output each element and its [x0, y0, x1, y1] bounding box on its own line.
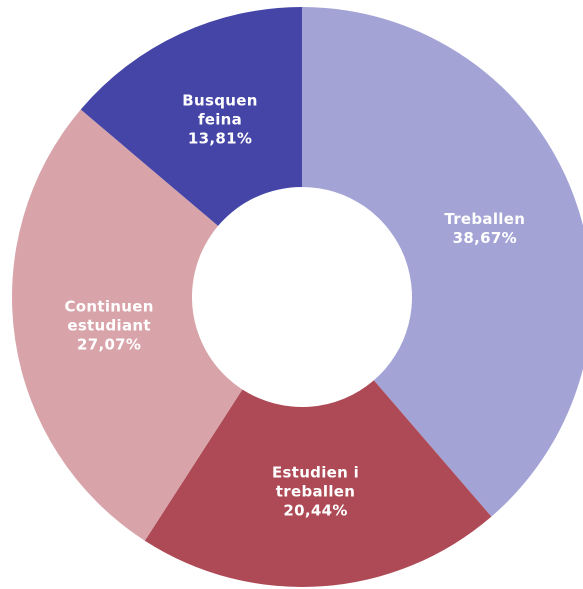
- category-label: Treballen: [444, 210, 526, 229]
- donut-slice: [144, 380, 492, 587]
- donut-slice: [12, 109, 243, 541]
- value-label: 20,44%: [283, 501, 348, 520]
- value-label: 38,67%: [452, 229, 517, 248]
- slice-label: Estudien i treballen 20,44%: [256, 463, 376, 520]
- category-label: Continuen estudiant: [64, 297, 154, 335]
- slice-label: Treballen 38,67%: [425, 210, 545, 248]
- slice-label: Continuen estudiant 27,07%: [49, 297, 169, 354]
- donut-slice: [80, 7, 303, 226]
- slice-label: Busquen feina 13,81%: [160, 92, 280, 149]
- donut-slice: [302, 7, 583, 517]
- category-label: Busquen feina: [182, 91, 258, 129]
- value-label: 27,07%: [76, 335, 142, 354]
- category-label: Estudien i treballen: [271, 463, 360, 501]
- value-label: 13,81%: [187, 129, 253, 148]
